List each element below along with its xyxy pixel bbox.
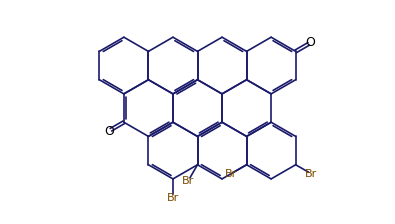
Text: Br: Br: [225, 169, 237, 179]
Text: Br: Br: [305, 169, 318, 179]
Text: O: O: [306, 36, 316, 49]
Text: O: O: [104, 125, 114, 138]
Text: Br: Br: [182, 176, 195, 186]
Text: Br: Br: [167, 193, 179, 203]
